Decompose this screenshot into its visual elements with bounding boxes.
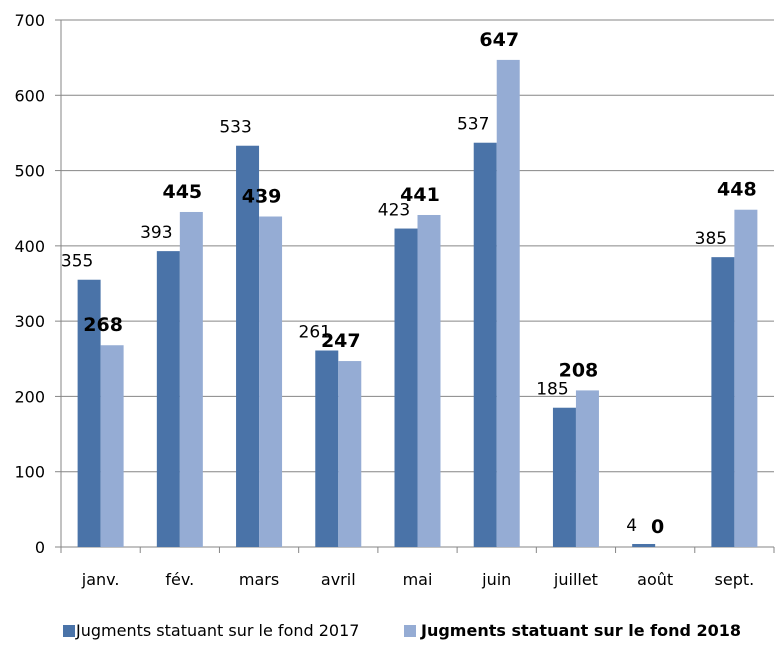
x-tick-label: janv. xyxy=(81,570,120,589)
data-label-2018: 439 xyxy=(242,185,282,207)
y-tick-label: 600 xyxy=(14,86,45,105)
bars xyxy=(77,59,758,548)
data-label-2017: 185 xyxy=(536,380,568,400)
data-label-2018: 441 xyxy=(400,184,440,206)
bar-2018 xyxy=(179,211,203,547)
x-tick-label: sept. xyxy=(715,570,755,589)
legend-swatch-2017 xyxy=(63,625,75,637)
x-tick-label: fév. xyxy=(165,570,194,589)
bar-2017 xyxy=(552,407,576,547)
bar-2018 xyxy=(734,209,758,547)
bar-2017 xyxy=(632,543,656,547)
data-label-2017: 261 xyxy=(299,323,331,343)
bar-2017 xyxy=(394,228,418,547)
legend-swatch-2018 xyxy=(404,625,416,637)
data-label-2018: 0 xyxy=(651,516,664,538)
data-label-2018: 448 xyxy=(717,179,757,201)
x-tick-label: mai xyxy=(403,570,433,589)
y-tick-label: 200 xyxy=(14,387,45,406)
bar-2017 xyxy=(711,257,735,547)
bar-2017 xyxy=(315,350,339,547)
legend-label-2018: Jugments statuant sur le fond 2018 xyxy=(420,621,741,640)
data-label-2018: 445 xyxy=(162,181,202,203)
data-label-2017: 4 xyxy=(626,516,637,536)
legend-label-2017: Jugments statuant sur le fond 2017 xyxy=(75,621,359,640)
data-label-2017: 385 xyxy=(695,229,727,249)
y-tick-label: 300 xyxy=(14,312,45,331)
x-tick-label: juin xyxy=(481,570,511,589)
data-label-2017: 537 xyxy=(457,115,489,135)
y-tick-label: 700 xyxy=(14,11,45,30)
y-tick-label: 0 xyxy=(35,538,45,557)
data-label-2018: 247 xyxy=(321,330,361,352)
bar-2018 xyxy=(496,59,520,547)
x-tick-label: août xyxy=(637,570,673,589)
data-label-2018: 647 xyxy=(479,29,519,51)
y-tick-label: 500 xyxy=(14,162,45,181)
bar-2018 xyxy=(100,345,124,547)
bar-2017 xyxy=(236,145,260,547)
data-label-2018: 208 xyxy=(559,359,599,381)
x-tick-label: avril xyxy=(321,570,356,589)
bar-2018 xyxy=(575,390,599,547)
bar-2018 xyxy=(417,214,441,548)
data-label-2017: 393 xyxy=(140,223,172,243)
data-label-2017: 423 xyxy=(378,201,410,221)
data-label-2017: 533 xyxy=(219,118,251,138)
bar-2017 xyxy=(156,251,180,547)
bar-2018 xyxy=(259,216,283,547)
y-tick-label: 400 xyxy=(14,237,45,256)
x-tick-label: mars xyxy=(239,570,279,589)
bar-2018 xyxy=(338,361,362,547)
axes: 0 100 200 300 400 500 600 700 janv. fév. mars avril… xyxy=(14,11,775,589)
x-tick-label: juillet xyxy=(553,570,598,589)
legend: Jugments statuant sur le fond 2017 Jugmen… xyxy=(63,621,741,640)
bar-2017 xyxy=(473,142,497,548)
data-label-2017: 355 xyxy=(61,252,93,272)
data-label-2018: 268 xyxy=(83,314,123,336)
y-tick-label: 100 xyxy=(14,463,45,482)
bar-2017 xyxy=(77,279,101,547)
